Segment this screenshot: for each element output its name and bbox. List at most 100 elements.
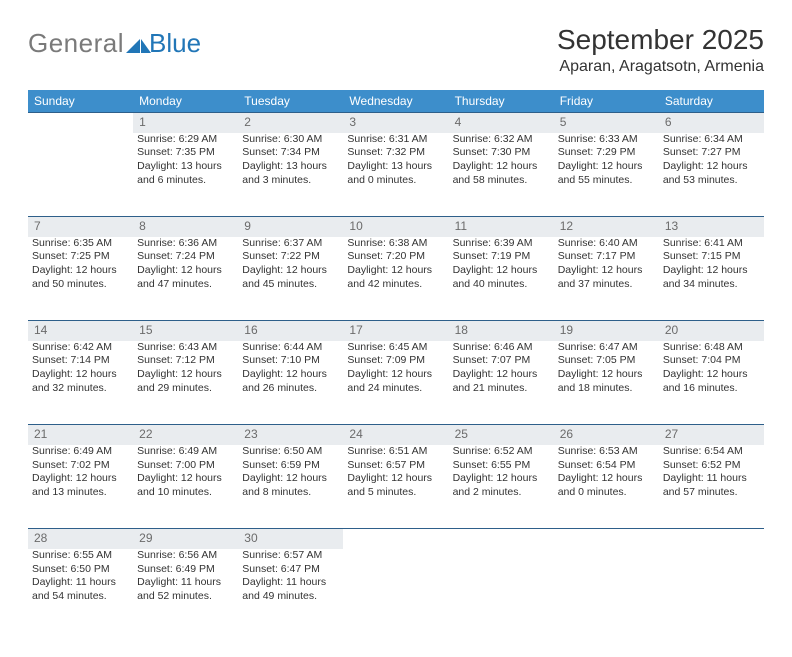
day-day1-text: Daylight: 12 hours bbox=[558, 160, 655, 174]
day-sunrise-text: Sunrise: 6:43 AM bbox=[137, 341, 234, 355]
day-content-cell: Sunrise: 6:53 AMSunset: 6:54 PMDaylight:… bbox=[554, 445, 659, 529]
day-content-row: Sunrise: 6:35 AMSunset: 7:25 PMDaylight:… bbox=[28, 237, 764, 321]
weekday-header: Wednesday bbox=[343, 90, 448, 113]
day-number-cell: 4 bbox=[449, 113, 554, 133]
day-content-cell: Sunrise: 6:29 AMSunset: 7:35 PMDaylight:… bbox=[133, 133, 238, 217]
day-content-cell bbox=[28, 133, 133, 217]
day-sunset-text: Sunset: 6:57 PM bbox=[347, 459, 444, 473]
day-content-cell: Sunrise: 6:34 AMSunset: 7:27 PMDaylight:… bbox=[659, 133, 764, 217]
day-day2-text: and 37 minutes. bbox=[558, 278, 655, 292]
day-sunrise-text: Sunrise: 6:31 AM bbox=[347, 133, 444, 147]
day-number-cell: 29 bbox=[133, 529, 238, 549]
day-sunset-text: Sunset: 7:00 PM bbox=[137, 459, 234, 473]
day-day1-text: Daylight: 12 hours bbox=[663, 160, 760, 174]
day-day1-text: Daylight: 12 hours bbox=[558, 264, 655, 278]
day-content-row: Sunrise: 6:29 AMSunset: 7:35 PMDaylight:… bbox=[28, 133, 764, 217]
weekday-header: Saturday bbox=[659, 90, 764, 113]
day-content-cell: Sunrise: 6:46 AMSunset: 7:07 PMDaylight:… bbox=[449, 341, 554, 425]
day-day1-text: Daylight: 12 hours bbox=[32, 368, 129, 382]
day-sunrise-text: Sunrise: 6:44 AM bbox=[242, 341, 339, 355]
day-day1-text: Daylight: 12 hours bbox=[347, 472, 444, 486]
day-sunset-text: Sunset: 7:24 PM bbox=[137, 250, 234, 264]
day-day2-text: and 50 minutes. bbox=[32, 278, 129, 292]
day-day1-text: Daylight: 13 hours bbox=[242, 160, 339, 174]
day-sunrise-text: Sunrise: 6:53 AM bbox=[558, 445, 655, 459]
day-day2-text: and 6 minutes. bbox=[137, 174, 234, 188]
day-sunset-text: Sunset: 7:02 PM bbox=[32, 459, 129, 473]
day-number-cell: 12 bbox=[554, 217, 659, 237]
day-content-cell: Sunrise: 6:38 AMSunset: 7:20 PMDaylight:… bbox=[343, 237, 448, 321]
day-day1-text: Daylight: 13 hours bbox=[347, 160, 444, 174]
day-day2-text: and 47 minutes. bbox=[137, 278, 234, 292]
day-day2-text: and 54 minutes. bbox=[32, 590, 129, 604]
day-number-cell: 1 bbox=[133, 113, 238, 133]
day-day1-text: Daylight: 12 hours bbox=[137, 368, 234, 382]
day-number-cell: 16 bbox=[238, 321, 343, 341]
day-sunrise-text: Sunrise: 6:34 AM bbox=[663, 133, 760, 147]
day-number-cell: 2 bbox=[238, 113, 343, 133]
day-number-cell: 26 bbox=[554, 425, 659, 445]
day-number-row: 14151617181920 bbox=[28, 321, 764, 341]
day-content-cell: Sunrise: 6:42 AMSunset: 7:14 PMDaylight:… bbox=[28, 341, 133, 425]
day-day1-text: Daylight: 12 hours bbox=[663, 264, 760, 278]
day-day1-text: Daylight: 13 hours bbox=[137, 160, 234, 174]
day-content-cell: Sunrise: 6:49 AMSunset: 7:02 PMDaylight:… bbox=[28, 445, 133, 529]
day-sunrise-text: Sunrise: 6:42 AM bbox=[32, 341, 129, 355]
location-text: Aparan, Aragatsotn, Armenia bbox=[557, 58, 764, 76]
day-content-cell: Sunrise: 6:41 AMSunset: 7:15 PMDaylight:… bbox=[659, 237, 764, 321]
day-day2-text: and 52 minutes. bbox=[137, 590, 234, 604]
day-sunset-text: Sunset: 7:30 PM bbox=[453, 146, 550, 160]
day-content-cell bbox=[343, 549, 448, 633]
day-number-cell: 8 bbox=[133, 217, 238, 237]
day-day1-text: Daylight: 12 hours bbox=[137, 264, 234, 278]
weekday-header: Monday bbox=[133, 90, 238, 113]
day-content-row: Sunrise: 6:55 AMSunset: 6:50 PMDaylight:… bbox=[28, 549, 764, 633]
day-day1-text: Daylight: 12 hours bbox=[558, 368, 655, 382]
day-number-cell: 7 bbox=[28, 217, 133, 237]
weekday-header: Thursday bbox=[449, 90, 554, 113]
day-content-cell: Sunrise: 6:49 AMSunset: 7:00 PMDaylight:… bbox=[133, 445, 238, 529]
logo-triangle-icon bbox=[126, 39, 140, 53]
day-number-row: 78910111213 bbox=[28, 217, 764, 237]
day-sunset-text: Sunset: 7:12 PM bbox=[137, 354, 234, 368]
day-number-cell bbox=[659, 529, 764, 549]
day-sunset-text: Sunset: 7:14 PM bbox=[32, 354, 129, 368]
day-number-cell: 22 bbox=[133, 425, 238, 445]
day-content-cell: Sunrise: 6:57 AMSunset: 6:47 PMDaylight:… bbox=[238, 549, 343, 633]
day-sunset-text: Sunset: 7:17 PM bbox=[558, 250, 655, 264]
day-sunset-text: Sunset: 6:49 PM bbox=[137, 563, 234, 577]
day-number-cell: 19 bbox=[554, 321, 659, 341]
day-number-cell: 28 bbox=[28, 529, 133, 549]
day-sunset-text: Sunset: 7:35 PM bbox=[137, 146, 234, 160]
day-day1-text: Daylight: 12 hours bbox=[137, 472, 234, 486]
day-sunset-text: Sunset: 6:47 PM bbox=[242, 563, 339, 577]
title-block: September 2025 Aparan, Aragatsotn, Armen… bbox=[557, 24, 764, 76]
day-content-cell: Sunrise: 6:33 AMSunset: 7:29 PMDaylight:… bbox=[554, 133, 659, 217]
day-number-cell: 20 bbox=[659, 321, 764, 341]
day-number-cell: 18 bbox=[449, 321, 554, 341]
day-number-cell: 3 bbox=[343, 113, 448, 133]
day-day2-text: and 13 minutes. bbox=[32, 486, 129, 500]
day-content-cell: Sunrise: 6:37 AMSunset: 7:22 PMDaylight:… bbox=[238, 237, 343, 321]
day-number-row: 282930 bbox=[28, 529, 764, 549]
day-sunset-text: Sunset: 7:19 PM bbox=[453, 250, 550, 264]
day-day1-text: Daylight: 11 hours bbox=[663, 472, 760, 486]
day-content-cell: Sunrise: 6:36 AMSunset: 7:24 PMDaylight:… bbox=[133, 237, 238, 321]
day-day2-text: and 16 minutes. bbox=[663, 382, 760, 396]
day-sunrise-text: Sunrise: 6:40 AM bbox=[558, 237, 655, 251]
day-number-cell: 30 bbox=[238, 529, 343, 549]
day-number-cell bbox=[554, 529, 659, 549]
day-day1-text: Daylight: 12 hours bbox=[32, 264, 129, 278]
day-number-cell: 13 bbox=[659, 217, 764, 237]
day-sunset-text: Sunset: 7:27 PM bbox=[663, 146, 760, 160]
day-day2-text: and 21 minutes. bbox=[453, 382, 550, 396]
day-content-cell: Sunrise: 6:40 AMSunset: 7:17 PMDaylight:… bbox=[554, 237, 659, 321]
weekday-header: Friday bbox=[554, 90, 659, 113]
day-day2-text: and 8 minutes. bbox=[242, 486, 339, 500]
day-sunrise-text: Sunrise: 6:35 AM bbox=[32, 237, 129, 251]
day-content-cell: Sunrise: 6:31 AMSunset: 7:32 PMDaylight:… bbox=[343, 133, 448, 217]
day-number-row: 21222324252627 bbox=[28, 425, 764, 445]
day-day1-text: Daylight: 12 hours bbox=[347, 264, 444, 278]
weekday-header-row: Sunday Monday Tuesday Wednesday Thursday… bbox=[28, 90, 764, 113]
day-number-cell: 5 bbox=[554, 113, 659, 133]
